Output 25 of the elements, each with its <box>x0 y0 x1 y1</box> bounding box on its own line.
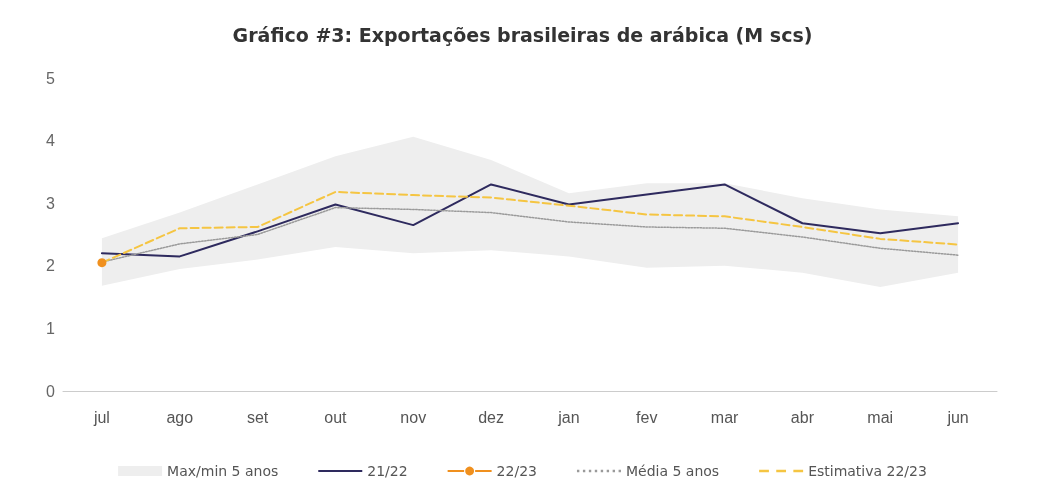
x-tick-label: jun <box>946 408 969 426</box>
x-tick-label: abr <box>790 408 815 426</box>
x-tick-label: mar <box>710 408 740 426</box>
line-series <box>100 183 960 258</box>
y-tick-label: 1 <box>46 319 56 337</box>
x-tick-label: set <box>246 408 269 426</box>
legend-label: Max/min 5 anos <box>167 463 279 479</box>
x-tick-label: fev <box>636 408 658 426</box>
y-tick-label: 0 <box>46 382 56 400</box>
x-tick-label: dez <box>478 408 504 426</box>
legend-label: Estimativa 22/23 <box>808 463 927 479</box>
y-tick-label: 5 <box>46 69 56 87</box>
x-tick-label: out <box>324 408 348 426</box>
legend-label: Média 5 anos <box>625 463 720 479</box>
x-tick-label: ago <box>166 408 194 426</box>
chart-title: Gráfico #3: Exportações brasileiras de arábica (M scs) <box>232 23 813 46</box>
y-tick-label: 3 <box>46 194 56 212</box>
x-tick-label: nov <box>400 408 427 426</box>
y-tick-label: 2 <box>46 257 56 275</box>
legend-label: 21/22 <box>367 463 408 479</box>
x-tick-label: jan <box>557 408 580 426</box>
y-tick-label: 4 <box>46 132 56 150</box>
x-tick-label: jul <box>92 408 110 426</box>
legend-label: 22/23 <box>496 463 537 479</box>
x-tick-label: mai <box>867 408 894 426</box>
